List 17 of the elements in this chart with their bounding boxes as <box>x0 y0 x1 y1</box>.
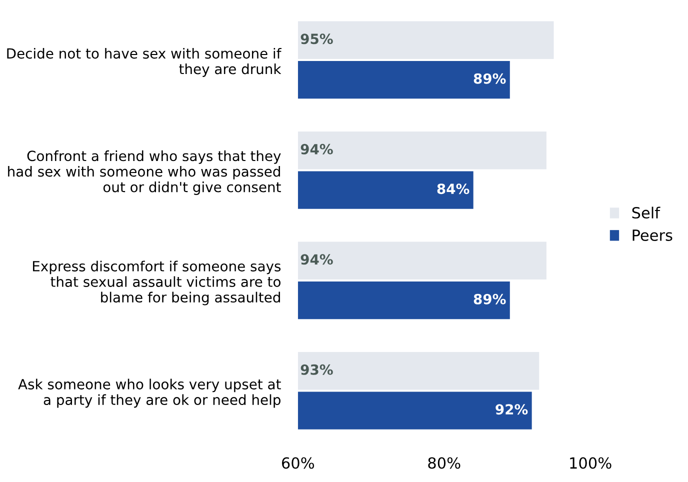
data-label: 89% <box>474 294 506 304</box>
y-tick-label: Express discomfort if someone says that sexual assault victims are to blame for being assaulted <box>32 260 281 306</box>
data-label: 94% <box>300 254 333 265</box>
data-label: 89% <box>474 73 506 84</box>
data-label: 84% <box>437 184 470 194</box>
data-label: 93% <box>300 364 333 375</box>
y-tick-label: Decide not to have sex with someone if they are drunk <box>7 48 282 77</box>
legend-label: Self <box>632 206 660 219</box>
data-label: 92% <box>496 404 528 415</box>
data-label: 95% <box>300 34 333 44</box>
x-tick-label: 100% <box>570 457 612 469</box>
x-tick-label: 60% <box>282 457 314 469</box>
data-label: 94% <box>300 144 333 154</box>
y-tick-label: Confront a friend who says that they had sex with someone who was passed out or didn't give consent <box>8 150 281 195</box>
y-tick-label: Ask someone who looks very upset at a party if they are ok or need help <box>18 378 281 408</box>
legend-label: Peers <box>632 230 672 241</box>
x-tick-label: 80% <box>428 457 460 469</box>
